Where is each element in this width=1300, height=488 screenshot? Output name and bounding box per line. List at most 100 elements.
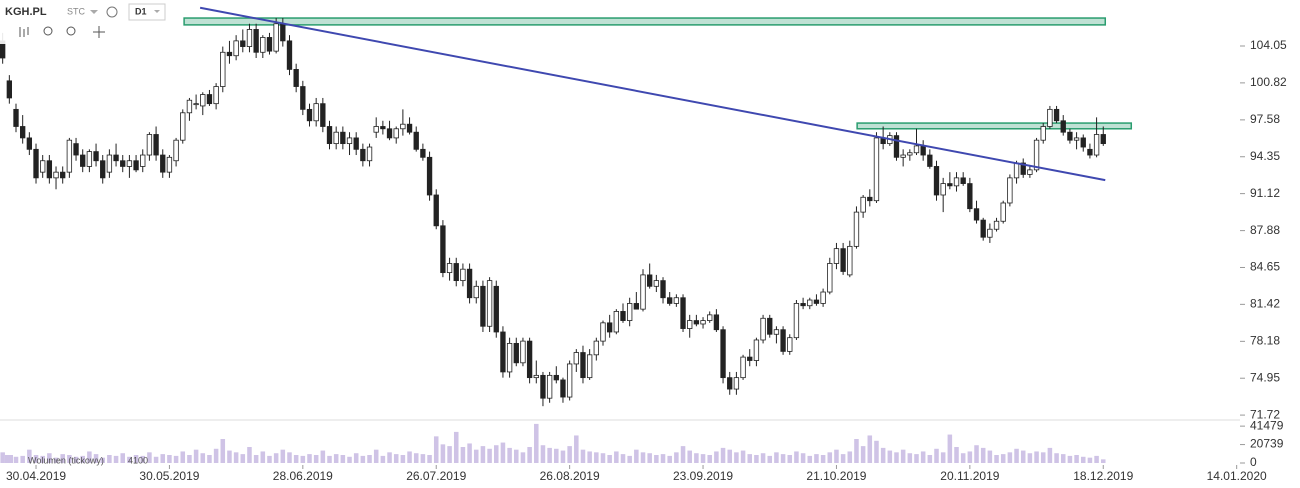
- volume-bar: [153, 456, 159, 463]
- volume-bar: [160, 454, 166, 463]
- candle-body: [413, 131, 419, 150]
- volume-bar: [667, 455, 672, 463]
- zoom-out-icon[interactable]: [43, 26, 53, 36]
- x-tick-label: 26.08.2019: [540, 469, 600, 483]
- candle-body: [1080, 137, 1086, 148]
- pan-icon[interactable]: [93, 26, 105, 38]
- candle-body: [860, 196, 866, 213]
- candle-body: [913, 145, 920, 154]
- volume-bar: [1027, 453, 1033, 463]
- volume-bar: [974, 445, 979, 463]
- dropdown-arrow[interactable]: [154, 10, 160, 13]
- volume-bar: [433, 436, 439, 463]
- volume-bar: [260, 451, 266, 463]
- volume-bar: [907, 453, 913, 463]
- volume-bar: [373, 449, 379, 463]
- volume-bar: [307, 454, 312, 463]
- candle-body: [113, 154, 119, 162]
- volume-bar: [720, 447, 726, 463]
- candle-body: [13, 108, 19, 127]
- volume-bar: [100, 457, 105, 463]
- volume-bar: [1067, 455, 1073, 463]
- candle-body: [33, 148, 39, 179]
- candle-body: [266, 37, 273, 52]
- volume-bar: [227, 450, 232, 463]
- candle-body: [80, 154, 86, 167]
- x-tick-label: 21.10.2019: [806, 469, 866, 483]
- volume-bar: [1040, 452, 1046, 463]
- volume-bar: [273, 453, 279, 463]
- candle-body: [593, 340, 599, 356]
- volume-bar: [834, 449, 839, 463]
- candle-body: [173, 139, 179, 162]
- x-tick-label: 14.01.2020: [1207, 469, 1267, 483]
- candle-body: [953, 177, 960, 187]
- candle-body: [647, 274, 653, 287]
- volume-bar: [280, 449, 286, 463]
- candle-body: [246, 29, 253, 47]
- volume-bar: [353, 453, 359, 463]
- candle-body: [100, 160, 106, 179]
- candle-body: [420, 148, 426, 158]
- volume-bar: [480, 446, 486, 463]
- candle-body: [253, 29, 259, 53]
- volume-bar: [714, 451, 719, 463]
- candle-body: [493, 285, 499, 333]
- candle-body: [1033, 139, 1040, 171]
- candle-body: [273, 23, 279, 52]
- candle-body: [780, 329, 786, 352]
- y-tick-label: 74.95: [1250, 370, 1280, 384]
- volume-bar: [787, 455, 793, 463]
- volume-bar: [794, 451, 799, 463]
- volume-bar: [854, 439, 859, 463]
- candle-body: [727, 377, 733, 390]
- candle-body: [1047, 108, 1053, 127]
- candle-body: [1027, 169, 1033, 175]
- candle-body: [460, 268, 466, 282]
- candle-body: [506, 342, 513, 373]
- candle-body: [827, 263, 833, 293]
- volume-bar: [747, 454, 753, 463]
- volume-bar: [647, 453, 652, 463]
- y-tick-label: 97.58: [1250, 112, 1280, 126]
- candle-body: [747, 356, 753, 361]
- volume-bar: [607, 455, 612, 463]
- candle-body: [740, 356, 746, 379]
- candle-body: [153, 134, 159, 156]
- volume-bar: [233, 452, 239, 463]
- symbol[interactable]: KGH.PL: [5, 6, 47, 18]
- zoom-in-icon[interactable]: [66, 26, 76, 36]
- candle-body: [733, 377, 740, 390]
- dropdown-arrow[interactable]: [90, 10, 98, 14]
- candle-body: [967, 183, 973, 210]
- candle-body: [627, 303, 633, 321]
- candle-body: [280, 23, 286, 42]
- volume-bar: [847, 451, 853, 463]
- volume-bar: [587, 451, 592, 463]
- volume-bar: [1054, 453, 1059, 463]
- volume-bar: [754, 455, 759, 463]
- volume-bar: [73, 456, 79, 463]
- y-tick-label: 91.12: [1250, 186, 1280, 200]
- volume-bar: [947, 434, 953, 463]
- candle-body: [186, 99, 193, 114]
- candle-body: [93, 151, 99, 162]
- volume-bar: [407, 451, 412, 463]
- volume-bar: [954, 447, 959, 463]
- info-icon[interactable]: [106, 6, 118, 18]
- x-tick-label: 26.07.2019: [406, 469, 466, 483]
- y2-tick-label: 41479: [1250, 418, 1284, 432]
- chart-type-icon[interactable]: [19, 27, 29, 37]
- candle-body: [346, 137, 353, 145]
- candle-body: [540, 374, 546, 399]
- candle-body: [833, 248, 840, 264]
- x-tick-label: 28.06.2019: [273, 469, 333, 483]
- volume-bar: [133, 455, 139, 463]
- candle-body: [767, 317, 773, 335]
- candle-body: [353, 137, 359, 150]
- volume-bar: [820, 455, 826, 463]
- interval-box[interactable]: [128, 3, 166, 21]
- volume-bar: [927, 455, 933, 463]
- candle-body: [160, 154, 166, 173]
